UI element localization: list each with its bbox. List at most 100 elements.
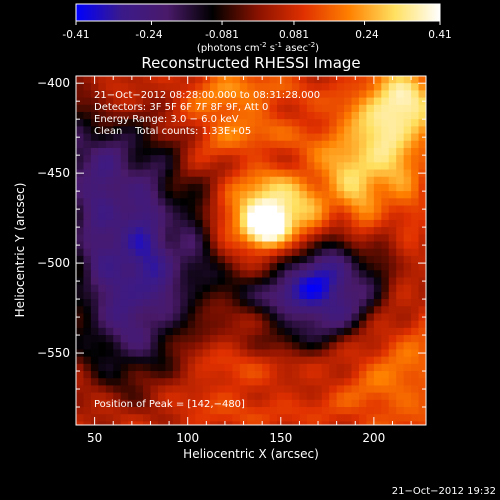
heatmap-cell [217,183,226,192]
heatmap-cell [314,320,323,329]
heatmap-cell [329,198,338,207]
heatmap-cell [344,76,353,84]
heatmap-cell [381,162,390,171]
heatmap-cell [269,111,278,120]
heatmap-cell [306,378,315,387]
heatmap-cell [396,227,405,235]
heatmap-cell [247,414,256,423]
heatmap-cell [210,342,219,351]
heatmap-cell [195,119,204,127]
heatmap-cell [381,263,390,271]
heatmap-cell [277,176,286,185]
heatmap-cell [254,212,263,221]
heatmap-cell [195,198,204,207]
heatmap-cell [180,90,189,99]
heatmap-cell [113,176,122,185]
heatmap-cell [373,306,382,315]
heatmap-cell [150,90,159,99]
heatmap-cell [269,90,278,99]
heatmap-cell [150,255,159,264]
heatmap-cell [411,255,420,264]
heatmap-cell [247,270,256,279]
heatmap-cell [306,356,315,365]
heatmap-cell [120,83,129,91]
heatmap-cell [411,198,420,207]
heatmap-cell [210,356,219,365]
heatmap-cell [157,414,166,423]
heatmap-cell [351,342,360,351]
heatmap-cell [344,155,353,163]
heatmap-cell [150,119,159,127]
heatmap-cell [210,335,219,343]
heatmap-cell [329,392,338,401]
heatmap-cell [247,407,256,415]
heatmap-cell [388,241,397,250]
heatmap-cell [239,313,248,322]
heatmap-cell [269,284,278,293]
heatmap-cell [254,133,263,142]
heatmap-cell [217,270,226,279]
heatmap-cell [157,349,166,358]
heatmap-cell [76,176,85,185]
heatmap-cell [165,126,174,135]
heatmap-cell [210,169,219,178]
heatmap-cell [202,140,211,149]
heatmap-cell [403,291,412,300]
heatmap-cell [396,277,405,286]
heatmap-cell [373,291,382,300]
heatmap-cell [113,263,122,271]
heatmap-cell [172,306,181,315]
heatmap-cell [180,147,189,156]
heatmap-cell [143,212,152,221]
heatmap-cell [314,255,323,264]
heatmap-cell [224,270,233,279]
heatmap-cell [351,241,360,250]
heatmap-cell [98,111,107,120]
heatmap-cell [172,371,181,379]
heatmap-cell [358,126,368,135]
heatmap-cell [239,119,248,127]
heatmap-cell [358,205,368,214]
heatmap-cell [411,392,420,401]
heatmap-cell [373,227,382,235]
heatmap-cell [239,399,248,408]
heatmap-cell [98,227,107,235]
heatmap-cell [113,385,122,394]
heatmap-cell [143,133,152,142]
heatmap-cell [284,385,293,394]
heatmap-cell [291,205,301,214]
heatmap-cell [247,313,256,322]
heatmap-cell [135,327,144,336]
heatmap-cell [306,227,315,235]
heatmap-cell [314,162,323,171]
heatmap-cell [150,241,159,250]
heatmap-cell [135,378,144,387]
heatmap-cell [217,111,226,120]
heatmap-cell [113,378,122,387]
heatmap-cell [128,169,137,178]
heatmap-cell [113,342,122,351]
heatmap-cell [150,205,159,214]
heatmap-cell [135,385,144,394]
heatmap-cell [172,198,181,207]
heatmap-cell [388,349,397,358]
heatmap-cell [366,306,375,315]
heatmap-cell [291,306,301,315]
heatmap-cell [381,126,390,135]
heatmap-cell [314,378,323,387]
heatmap-cell [157,407,166,415]
heatmap-cell [217,284,226,293]
heatmap-cell [187,356,196,365]
heatmap-cell [344,83,353,91]
heatmap-cell [336,291,345,300]
heatmap-cell [187,255,196,264]
heatmap-cell [195,176,204,185]
heatmap-cell [180,414,189,423]
heatmap-cell [329,407,338,415]
heatmap-cell [299,263,308,271]
heatmap-cell [299,320,308,329]
heatmap-cell [411,270,420,279]
heatmap-cell [210,133,219,142]
heatmap-cell [306,140,315,149]
heatmap-cell [187,371,196,379]
